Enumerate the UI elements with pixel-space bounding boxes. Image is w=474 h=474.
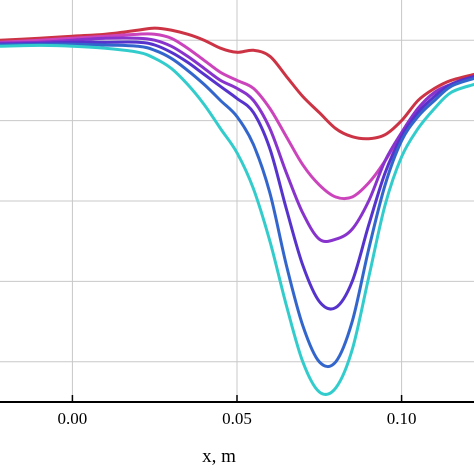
x-tick-labels: 0.00 0.05 0.10: [58, 395, 417, 428]
series-line-6: [0, 43, 474, 396]
series-line-3: [0, 36, 474, 244]
series-line-4: [0, 40, 474, 311]
y-gridlines: [0, 39, 474, 363]
series-line-5: [0, 42, 474, 369]
x-tick-label: 0.00: [58, 409, 88, 428]
series-lines: [0, 26, 474, 396]
x-tick-label: 0.05: [222, 409, 252, 428]
x-tick-label: 0.10: [387, 409, 417, 428]
series-line-1: [0, 26, 474, 141]
x-axis-label: x, m: [202, 446, 236, 467]
